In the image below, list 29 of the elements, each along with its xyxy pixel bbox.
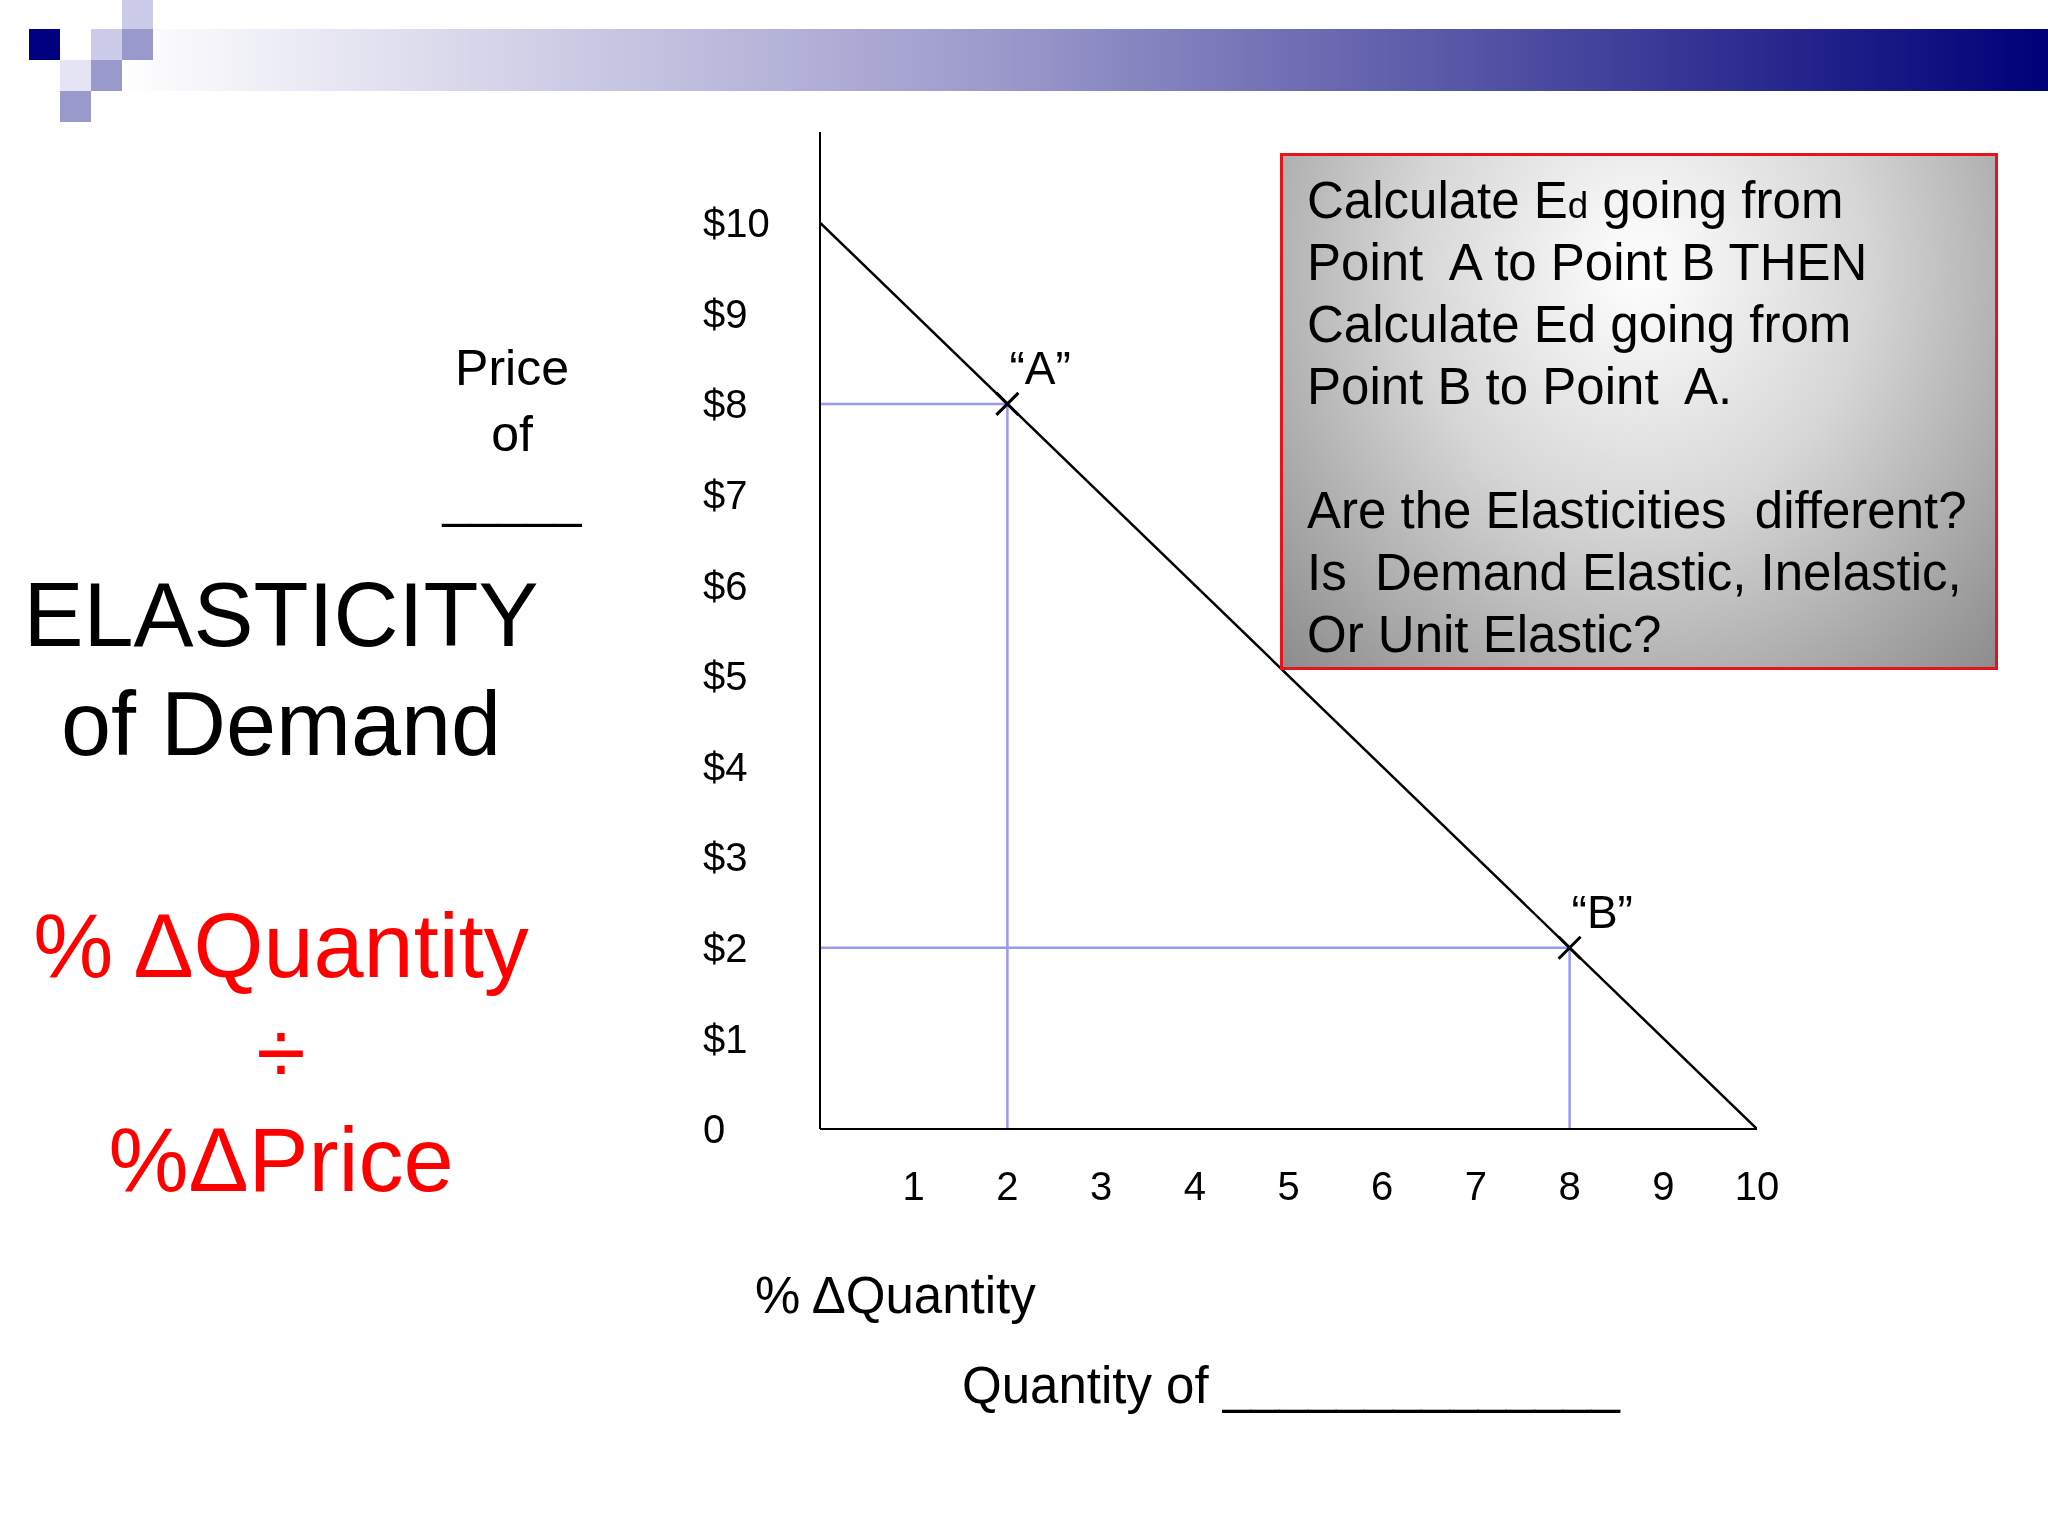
y-tick-label: $10 [703,201,770,246]
x-tick-label: 3 [1089,1164,1113,1209]
x-tick-label: 4 [1183,1164,1206,1209]
text: % ΔQuantity ÷ %ΔPrice [32,895,530,1212]
y-tick-label: $5 [703,654,748,699]
text: ELASTICITY of Demand [22,564,540,776]
y-tick-label: $9 [703,291,748,336]
y-tick-label: $7 [703,472,748,517]
y-tick-label: $2 [703,926,748,971]
y-tick-label: $1 [703,1016,748,1061]
annotation: “B” [1571,885,1633,938]
x-tick-label: 8 [1558,1164,1581,1209]
x-tick-label: 9 [1652,1164,1675,1209]
x-axis-title: Quantity of ______________ [962,1356,1620,1416]
y-tick-label: 0 [703,1107,726,1152]
y-axis-title: Price of _____ [440,339,583,530]
y-tick-label: $8 [703,382,748,427]
x-tick-label: 10 [1734,1164,1780,1209]
annotation: Are the Elasticities different? Is Demand Elastic, Inelastic, Or Unit Elastic? [1307,481,1967,665]
y-tick-label: $3 [703,835,748,880]
x-tick-label: 2 [996,1164,1019,1209]
y-tick-label: $6 [703,563,748,608]
x-tick-label: 7 [1464,1164,1488,1209]
text: % ΔQuantity [755,1266,1036,1326]
x-tick-label: 5 [1277,1164,1300,1209]
annotation: “A” [1009,341,1071,394]
x-tick-label: 6 [1371,1164,1394,1209]
y-tick-label: $4 [703,744,748,789]
x-tick-label: 1 [902,1164,925,1209]
